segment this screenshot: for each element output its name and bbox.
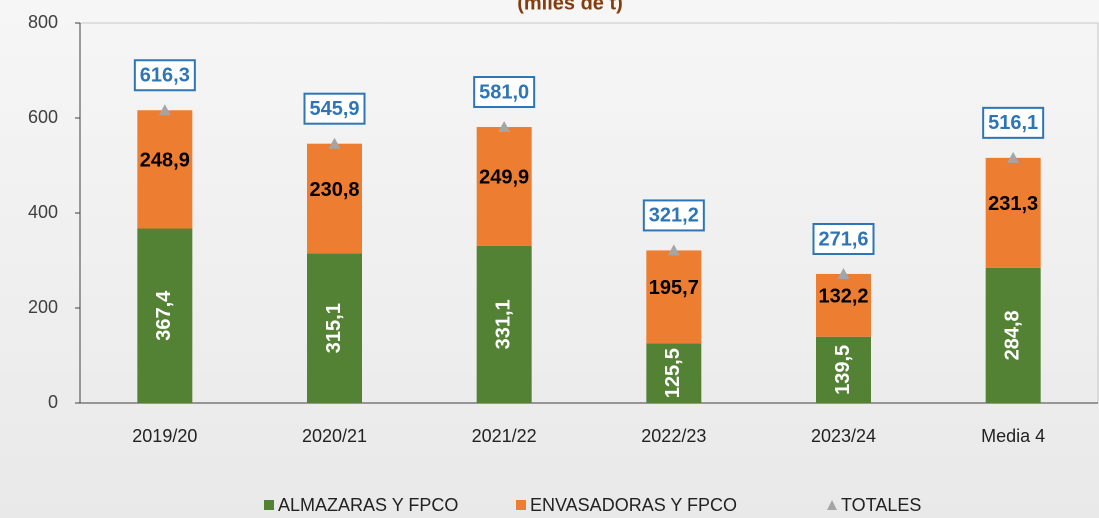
bar-segment xyxy=(646,250,702,344)
legend-marker xyxy=(516,500,526,510)
x-tick-label: 2019/20 xyxy=(132,426,197,446)
bar-segment xyxy=(307,143,362,254)
total-marker xyxy=(1007,151,1020,163)
segment-label: 331,1 xyxy=(492,299,514,349)
y-tick-label: 800 xyxy=(28,12,58,32)
segment-label: 195,7 xyxy=(649,277,699,299)
segment-label: 132,2 xyxy=(818,286,868,308)
plot-frame xyxy=(79,22,1099,404)
total-label-box xyxy=(982,106,1045,139)
legend-marker xyxy=(264,500,274,510)
x-tick-label: 2021/22 xyxy=(472,426,537,446)
total-label: 545,9 xyxy=(309,98,359,120)
segment-label: 284,8 xyxy=(1001,310,1023,360)
bar-segment xyxy=(985,157,1041,268)
total-label-box xyxy=(812,222,875,255)
bar-segment xyxy=(137,228,193,403)
segment-label: 231,3 xyxy=(988,193,1038,215)
bar-segment xyxy=(476,127,532,246)
total-label-box xyxy=(642,199,705,232)
total-label-box xyxy=(473,76,536,109)
total-marker xyxy=(498,121,511,133)
bar-segment xyxy=(646,343,702,403)
segment-label: 249,9 xyxy=(479,167,529,189)
segment-label: 248,9 xyxy=(140,150,190,172)
legend-marker xyxy=(827,500,837,510)
bar-segment xyxy=(137,110,193,229)
total-label: 516,1 xyxy=(988,112,1038,134)
x-tick-label: 2022/23 xyxy=(641,426,706,446)
chart-title: (miles de t) xyxy=(517,0,623,14)
total-label: 271,6 xyxy=(818,228,868,250)
bar-segment xyxy=(476,245,532,403)
y-tick-label: 200 xyxy=(28,297,58,317)
segment-label: 367,4 xyxy=(153,290,175,341)
total-label: 616,3 xyxy=(140,65,190,87)
segment-label: 230,8 xyxy=(309,179,359,201)
total-marker xyxy=(158,104,171,116)
bar-segment xyxy=(307,253,362,403)
segment-label: 315,1 xyxy=(323,303,345,353)
bar-segment xyxy=(816,273,871,337)
x-tick-label: 2023/24 xyxy=(811,426,876,446)
total-marker xyxy=(328,137,341,149)
y-tick-label: 400 xyxy=(28,202,58,222)
total-marker xyxy=(667,244,680,256)
total-label: 581,0 xyxy=(479,81,529,103)
bar-segment xyxy=(985,267,1041,403)
legend-label: TOTALES xyxy=(841,495,921,515)
total-label-box xyxy=(133,59,196,92)
legend-label: ALMAZARAS Y FPCO xyxy=(278,495,458,515)
y-tick-label: 0 xyxy=(48,392,58,412)
total-marker xyxy=(837,267,850,279)
segment-label: 139,5 xyxy=(832,345,854,395)
segment-label: 125,5 xyxy=(662,348,684,398)
x-tick-label: Media 4 xyxy=(981,426,1045,446)
y-tick-label: 600 xyxy=(28,107,58,127)
total-label-box xyxy=(303,92,366,125)
x-tick-label: 2020/21 xyxy=(302,426,367,446)
legend-label: ENVASADORAS Y FPCO xyxy=(530,495,737,515)
total-label: 321,2 xyxy=(649,205,699,227)
bar-segment xyxy=(816,336,871,403)
